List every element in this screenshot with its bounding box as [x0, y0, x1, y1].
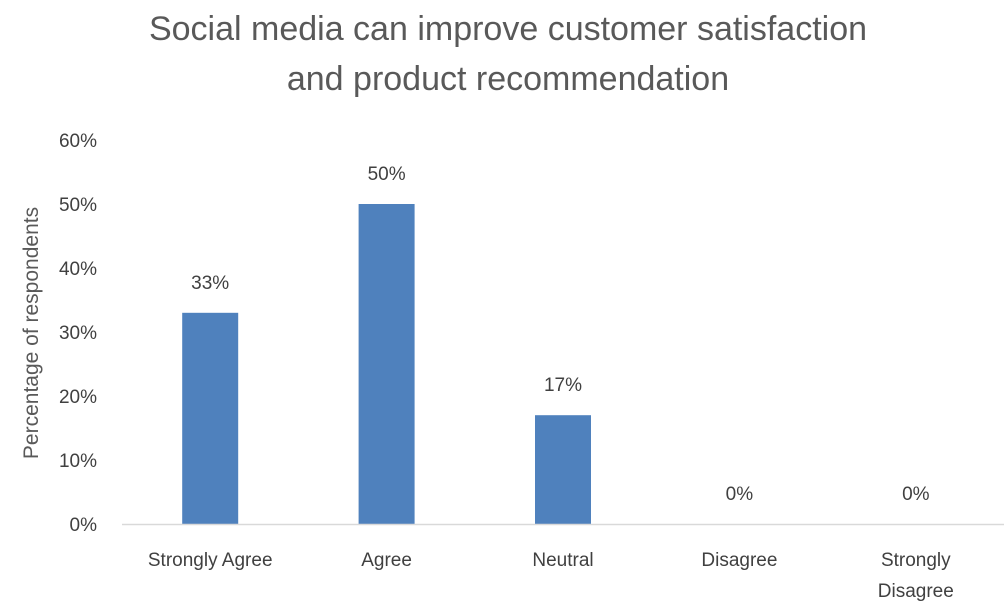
x-tick-label: Disagree — [701, 550, 777, 571]
y-axis-label: Percentage of respondents — [20, 207, 43, 459]
y-tick-label: 60% — [59, 131, 97, 152]
y-tick-label: 50% — [59, 195, 97, 216]
data-labels: 33% 50% 17% 0% 0% — [191, 164, 929, 505]
data-label: 0% — [902, 484, 930, 505]
y-tick-label: 30% — [59, 323, 97, 344]
y-tick-label: 20% — [59, 387, 97, 408]
x-tick-labels: Strongly Agree Agree Neutral Disagree Strong… — [148, 550, 954, 602]
x-tick-label: Strongly Agree — [148, 550, 273, 571]
x-tick-label: Strongly Disagree — [878, 550, 954, 602]
data-label: 17% — [544, 375, 582, 396]
bar — [535, 415, 591, 524]
data-label: 0% — [726, 484, 754, 505]
x-tick-label: Agree — [361, 550, 412, 571]
x-tick-label: Neutral — [532, 550, 593, 571]
bar — [358, 204, 415, 524]
y-tick-labels: 0% 10% 20% 30% 40% 50% 60% — [59, 131, 97, 536]
bar — [182, 312, 239, 524]
y-tick-label: 40% — [59, 259, 97, 280]
data-label: 33% — [191, 273, 229, 294]
bars — [182, 204, 591, 524]
y-tick-label: 10% — [59, 451, 97, 472]
chart-title-line-2: and product recommendation — [287, 60, 729, 98]
chart-title-line-1: Social media can improve customer satisf… — [149, 10, 867, 48]
data-label: 50% — [368, 164, 406, 185]
y-tick-label: 0% — [70, 515, 98, 536]
